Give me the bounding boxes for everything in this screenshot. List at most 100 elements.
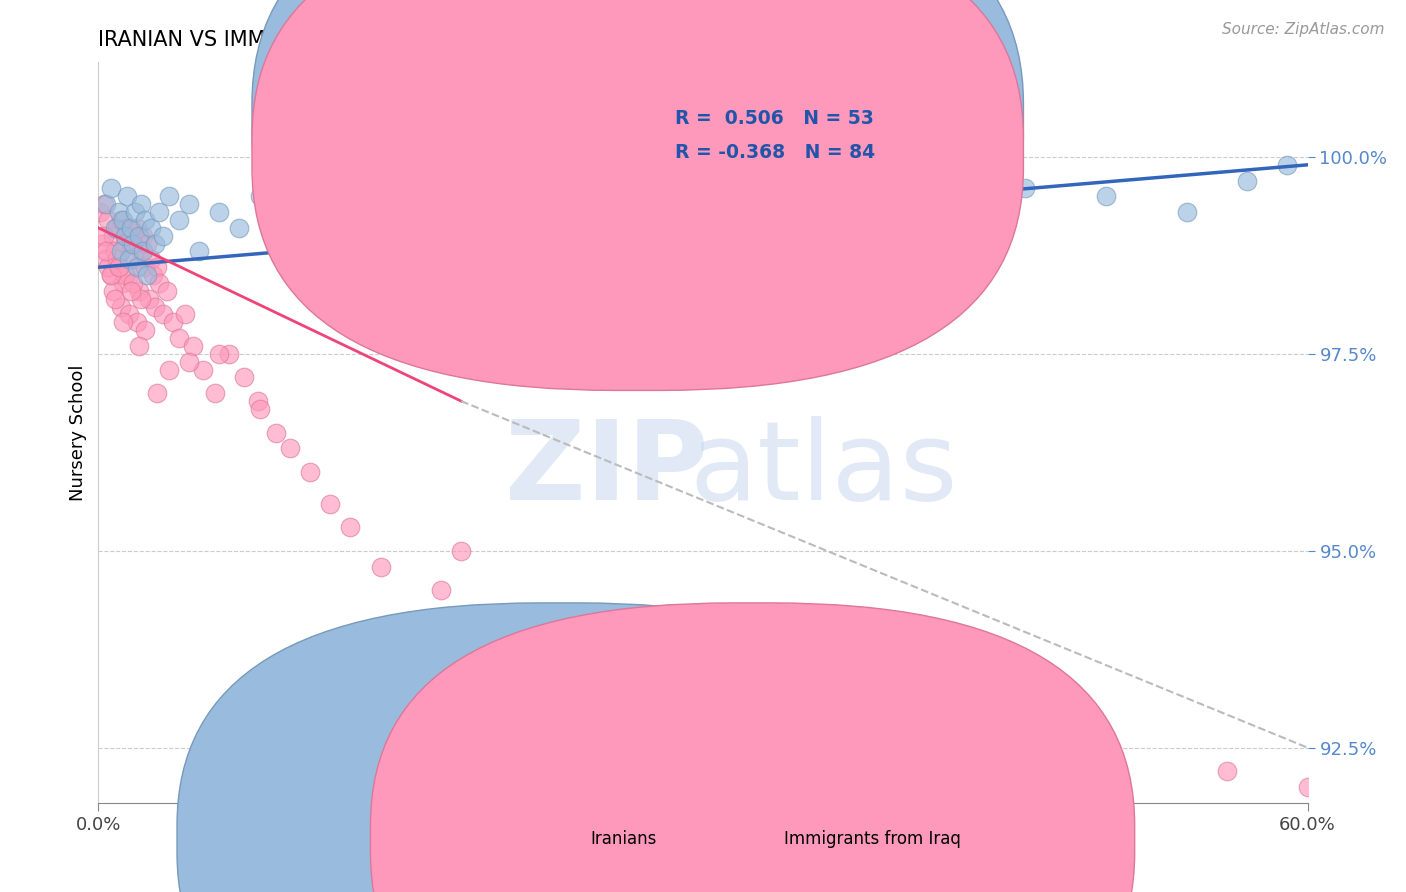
Point [491, 220, 513, 235]
Point [139, 252, 162, 267]
Point [1236, 173, 1258, 187]
Point [249, 189, 271, 203]
Point [128, 228, 150, 243]
Point [319, 496, 342, 510]
Point [994, 166, 1017, 180]
Text: Source: ZipAtlas.com: Source: ZipAtlas.com [1222, 22, 1385, 37]
Point [179, 355, 201, 369]
Point [93, 197, 115, 211]
Text: R = -0.368   N = 84: R = -0.368 N = 84 [675, 144, 876, 162]
Point [135, 236, 157, 251]
Point [134, 213, 156, 227]
Point [491, 607, 513, 621]
Point [139, 220, 162, 235]
Point [228, 220, 250, 235]
Point [430, 583, 453, 598]
Point [148, 205, 170, 219]
Point [107, 260, 129, 275]
Point [430, 173, 453, 187]
Point [157, 189, 180, 203]
Point [115, 220, 138, 235]
Point [162, 315, 184, 329]
Point [110, 300, 132, 314]
Text: atlas: atlas [690, 417, 957, 523]
Point [551, 197, 574, 211]
Point [114, 228, 136, 243]
Point [110, 244, 132, 259]
Point [124, 205, 146, 219]
Point [188, 244, 211, 259]
Text: R =  0.506   N = 53: R = 0.506 N = 53 [675, 109, 875, 128]
Point [120, 220, 142, 235]
Point [232, 370, 254, 384]
Point [530, 205, 553, 219]
Point [278, 442, 301, 456]
Point [249, 402, 271, 417]
Point [103, 244, 125, 259]
Point [97, 213, 120, 227]
Point [853, 709, 876, 723]
Point [97, 260, 120, 275]
Point [107, 260, 129, 275]
Point [96, 197, 118, 211]
Point [129, 197, 152, 211]
Point [853, 197, 876, 211]
FancyBboxPatch shape [371, 603, 1135, 892]
Point [134, 323, 156, 337]
Point [96, 244, 118, 259]
Point [118, 252, 141, 267]
Point [167, 213, 190, 227]
Point [733, 173, 755, 187]
Point [179, 197, 201, 211]
Point [752, 685, 775, 699]
Point [105, 252, 128, 267]
Point [651, 662, 673, 676]
Point [105, 220, 128, 235]
Point [530, 623, 553, 637]
Point [132, 228, 155, 243]
Point [218, 347, 240, 361]
Point [174, 308, 197, 322]
Text: Iranians: Iranians [591, 830, 657, 848]
Point [100, 268, 122, 282]
Point [157, 362, 180, 376]
Point [389, 189, 412, 203]
Point [120, 236, 142, 251]
Point [93, 228, 115, 243]
Point [1175, 205, 1198, 219]
Point [100, 268, 122, 282]
Point [450, 543, 472, 558]
Point [89, 205, 111, 219]
Point [134, 260, 156, 275]
Point [114, 268, 136, 282]
Point [118, 308, 141, 322]
Point [121, 228, 143, 243]
Point [128, 339, 150, 353]
Point [1095, 748, 1118, 763]
Point [329, 205, 352, 219]
Text: IRANIAN VS IMMIGRANTS FROM IRAQ NURSERY SCHOOL CORRELATION CHART: IRANIAN VS IMMIGRANTS FROM IRAQ NURSERY … [98, 29, 911, 50]
Point [124, 252, 146, 267]
Point [470, 181, 492, 195]
FancyBboxPatch shape [595, 92, 950, 185]
Point [1277, 158, 1299, 172]
Point [103, 292, 125, 306]
Point [1014, 181, 1036, 195]
Point [288, 228, 311, 243]
FancyBboxPatch shape [252, 0, 1024, 357]
Point [167, 331, 190, 345]
Point [208, 347, 231, 361]
Point [974, 732, 997, 747]
Point [101, 284, 124, 298]
Point [121, 236, 143, 251]
Point [148, 276, 170, 290]
Point [111, 276, 134, 290]
Point [107, 205, 129, 219]
Point [193, 362, 215, 376]
Point [125, 220, 148, 235]
Point [114, 236, 136, 251]
Point [115, 189, 138, 203]
Point [299, 465, 322, 479]
Point [370, 559, 392, 574]
Point [121, 276, 143, 290]
